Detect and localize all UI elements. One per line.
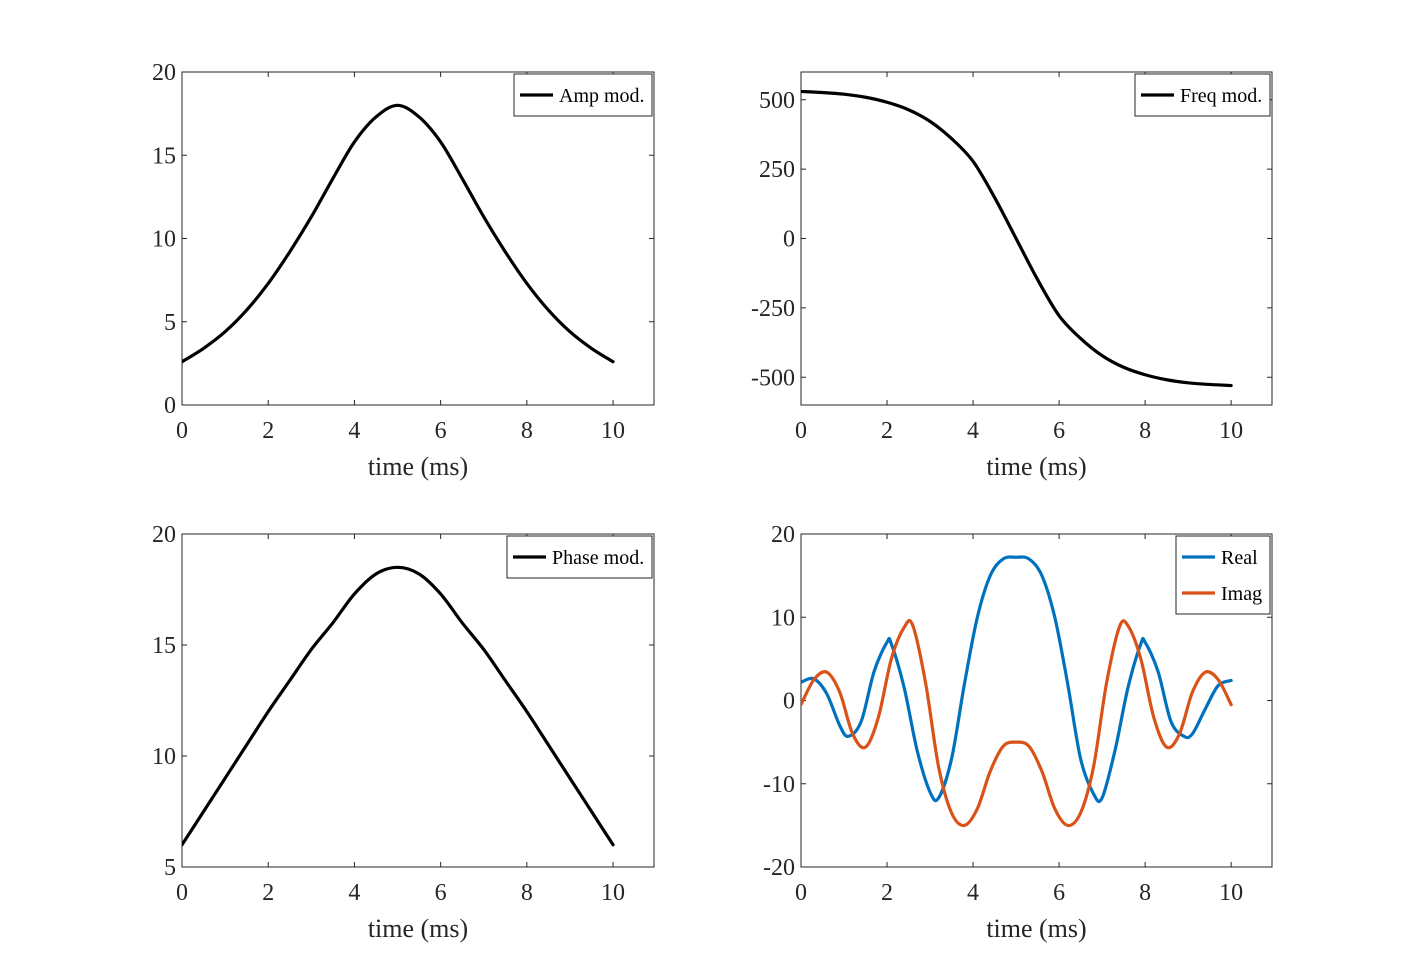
x-tick-label: 8 [521,418,533,444]
legend-label: Amp mod. [559,85,645,107]
x-tick-label: 6 [435,418,447,444]
x-tick-label: 6 [435,880,447,906]
x-tick-label: 4 [348,880,360,906]
x-tick-label: 8 [521,880,533,906]
series-line [801,555,1233,804]
x-tick-label: 0 [176,418,188,444]
y-tick-label: 250 [759,157,795,183]
axes-box [800,71,1273,406]
x-tick-label: 2 [881,418,893,444]
y-tick-label: 10 [152,744,176,770]
legend-label: Imag [1221,583,1262,605]
x-tick-label: 4 [967,418,979,444]
y-tick-label: 15 [152,143,176,169]
x-tick-label: 10 [1219,880,1243,906]
x-tick-label: 0 [795,880,807,906]
subplot-amp-mod: 0 2 4 6 8 10 0 5 10 15 20 time (ms) Amp mod. [152,60,655,481]
x-tick-label: 10 [601,418,625,444]
y-tick-label: 10 [152,227,176,253]
legend-label: Real [1221,547,1258,569]
y-tick-label: -10 [763,772,795,798]
x-tick-label: 0 [176,880,188,906]
x-tick-label: 4 [348,418,360,444]
y-tick-label: 5 [164,855,176,881]
subplot-real-imag: 0 2 4 6 8 10 20 10 0 -10 -20 time (ms) Real Imag [763,522,1273,943]
y-tick-label: 0 [783,227,795,253]
y-tick-label: 10 [771,605,795,631]
y-tick-label: 0 [164,393,176,419]
x-tick-label: 6 [1053,418,1065,444]
y-tick-label: 20 [771,522,795,548]
y-tick-label: -20 [763,855,795,881]
legend-label: Freq mod. [1180,85,1262,107]
series-line [801,618,1233,828]
axes-box [181,533,655,868]
y-tick-label: -250 [751,296,795,322]
x-tick-label: 2 [881,880,893,906]
x-tick-label: 10 [601,880,625,906]
x-tick-label: 0 [795,418,807,444]
y-tick-label: 500 [759,88,795,114]
x-tick-label: 8 [1139,418,1151,444]
subplot-freq-mod: 0 2 4 6 8 10 500 250 0 -250 -500 time (ms) Freq mod. [751,71,1273,481]
y-tick-label: 15 [152,633,176,659]
y-tick-label: 5 [164,310,176,336]
series-line [182,103,615,364]
x-axis-label: time (ms) [368,914,468,943]
legend-label: Phase mod. [552,547,644,569]
x-tick-label: 4 [967,880,979,906]
y-tick-label: -500 [751,365,795,391]
x-axis-label: time (ms) [986,914,1086,943]
y-tick-label: 0 [783,689,795,715]
axes-box [181,71,655,406]
series-line [801,89,1233,388]
x-tick-label: 2 [262,418,274,444]
x-tick-label: 10 [1219,418,1243,444]
x-tick-label: 2 [262,880,274,906]
y-tick-label: 20 [152,60,176,86]
x-axis-label: time (ms) [368,452,468,481]
subplot-phase-mod: 0 2 4 6 8 10 5 10 15 20 time (ms) Phase mod. [152,522,655,943]
y-tick-label: 20 [152,522,176,548]
x-axis-label: time (ms) [986,452,1086,481]
x-tick-label: 8 [1139,880,1151,906]
x-tick-label: 6 [1053,880,1065,906]
legend-box [1175,535,1271,615]
series-line [182,565,615,847]
